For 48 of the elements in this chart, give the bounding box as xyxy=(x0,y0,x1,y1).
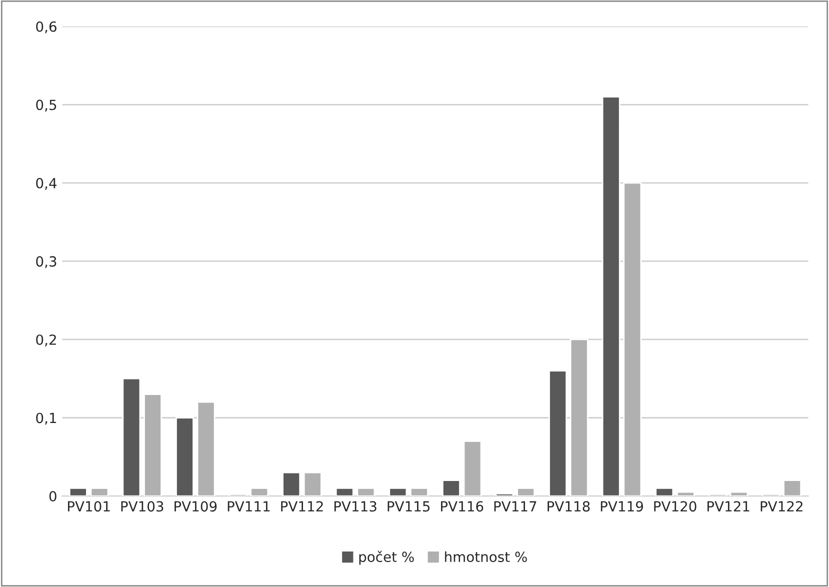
y-tick-label: 0 xyxy=(49,490,56,502)
bar xyxy=(282,472,301,496)
bar xyxy=(410,487,428,496)
x-tick-label: PV117 xyxy=(494,501,536,512)
bar xyxy=(516,487,536,496)
bar xyxy=(176,417,194,496)
x-tick-label: PV120 xyxy=(654,501,696,512)
x-tick-label: PV116 xyxy=(441,501,484,512)
x-tick-label: PV119 xyxy=(600,501,643,512)
bar xyxy=(548,370,568,496)
bar xyxy=(495,492,514,496)
bar xyxy=(68,487,88,496)
y-tick-label: 0,4 xyxy=(36,178,57,190)
y-tick-label: 0,3 xyxy=(36,256,56,268)
bar xyxy=(250,487,269,496)
x-tick-label: PV118 xyxy=(548,501,590,512)
x-tick-label: PV111 xyxy=(228,501,270,512)
bar xyxy=(730,491,748,496)
x-tick-label: PV103 xyxy=(121,501,164,512)
bar xyxy=(90,487,109,496)
bar xyxy=(463,440,482,496)
bar xyxy=(442,480,460,496)
bar xyxy=(388,487,408,496)
x-tick-label: PV122 xyxy=(760,501,802,512)
bar xyxy=(783,480,802,496)
y-tick-label: 0,5 xyxy=(36,100,56,112)
bar xyxy=(335,487,354,496)
y-tick-label: 0,1 xyxy=(36,412,56,425)
bar xyxy=(570,338,588,496)
bar xyxy=(623,182,642,496)
bar xyxy=(602,96,620,496)
x-tick-label: PV101 xyxy=(68,501,110,512)
bar xyxy=(303,472,322,496)
legend-label: hmotnost % xyxy=(445,551,527,562)
x-tick-label: PV115 xyxy=(388,501,430,512)
y-tick-label: 0,6 xyxy=(36,21,56,34)
bar xyxy=(144,394,162,496)
x-tick-label: PV121 xyxy=(708,501,750,512)
bar xyxy=(356,487,376,496)
y-tick-label: 0,2 xyxy=(36,334,56,346)
bar xyxy=(196,401,216,496)
bar xyxy=(676,491,695,496)
bar xyxy=(122,378,141,496)
legend-label: počet % xyxy=(359,550,414,565)
x-tick-label: PV109 xyxy=(174,501,217,512)
x-tick-label: PV113 xyxy=(334,501,376,512)
bar xyxy=(655,487,674,496)
x-tick-label: PV112 xyxy=(281,501,323,512)
